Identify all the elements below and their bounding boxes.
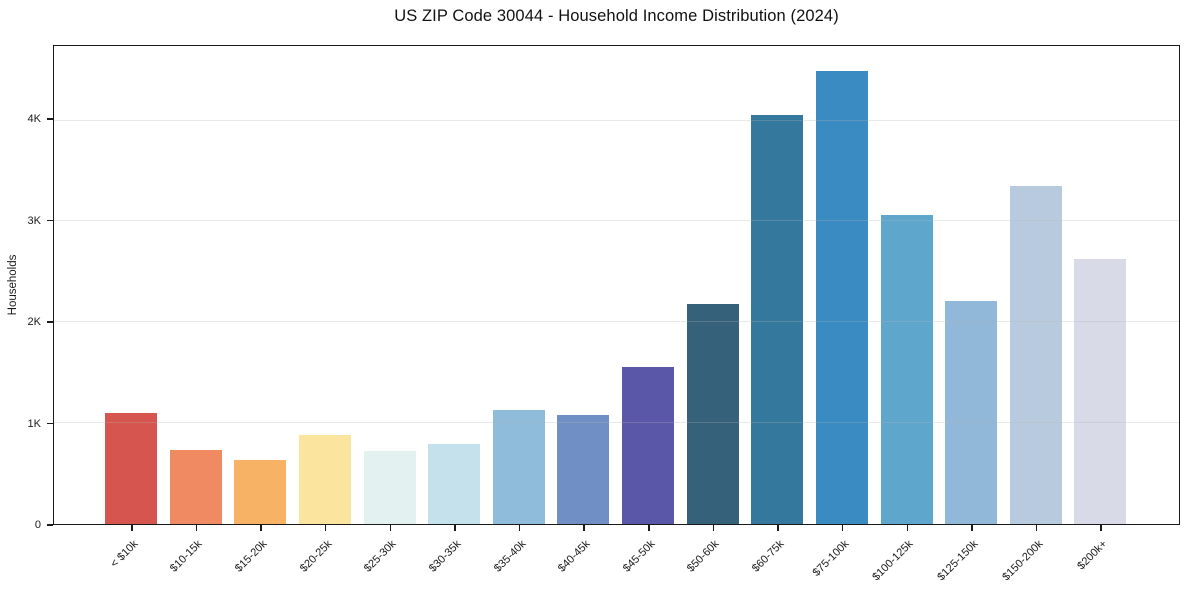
x-tick-label: $50-60k <box>685 538 722 575</box>
x-tick-label: $200k+ <box>1075 538 1110 573</box>
x-tick-label: $25-30k <box>362 538 399 575</box>
x-tick-label: $40-45k <box>556 538 593 575</box>
bar-$150-200k <box>1009 185 1062 524</box>
bar-$100-125k <box>880 215 933 524</box>
bar-< $10k <box>105 413 157 524</box>
y-tick-mark <box>47 118 53 120</box>
y-tick-mark <box>47 422 53 425</box>
x-tick-label: $35-40k <box>491 538 529 575</box>
x-tick-mark <box>712 525 715 531</box>
x-tick-mark <box>1100 525 1102 531</box>
x-tick-mark <box>195 525 198 531</box>
y-tick-mark <box>47 219 53 222</box>
y-tick-label: 4K <box>27 113 41 126</box>
x-tick-label: $60-75k <box>749 538 787 575</box>
x-tick-label: $20-25k <box>297 538 335 575</box>
bar-$15-20k <box>234 460 287 524</box>
bar-$35-40k <box>492 410 545 524</box>
x-tick-mark <box>389 525 392 531</box>
x-tick-label: $15-20k <box>232 538 270 575</box>
x-tick-label: $30-35k <box>426 538 464 575</box>
y-tick-label: 1K <box>27 417 41 430</box>
y-axis: 0 1K 2K 3K 4K <box>0 45 53 531</box>
x-tick-label: $10-15k <box>168 538 205 575</box>
bar-$50-60k <box>686 303 739 524</box>
x-tick-mark <box>841 525 844 531</box>
x-tick-mark <box>583 525 585 531</box>
x-axis: < $10k $10-15k $15-20k $20-25k $25-30k $30-35… <box>53 525 1180 590</box>
x-tick-label: $100-125k <box>870 538 916 584</box>
bar-$125-150k <box>945 301 998 524</box>
chart-title: US ZIP Code 30044 - Household Income Dis… <box>394 7 839 25</box>
bar-$45-50k <box>622 366 674 524</box>
x-tick-label: $75-100k <box>810 538 852 579</box>
x-tick-mark <box>971 525 973 531</box>
gridline <box>54 421 1179 423</box>
bar-$25-30k <box>363 450 416 524</box>
plot-area <box>53 45 1180 525</box>
x-tick-mark <box>906 525 909 531</box>
x-tick-label: $45-50k <box>620 538 658 575</box>
bar-$10-15k <box>169 450 222 524</box>
x-tick-label: < $10k <box>108 538 141 571</box>
bar-$20-25k <box>298 434 351 524</box>
x-tick-mark <box>648 525 650 531</box>
y-tick-label: 0 <box>34 519 41 531</box>
y-tick-mark <box>47 524 53 526</box>
bar-$40-45k <box>557 415 610 524</box>
x-tick-label: $150-200k <box>999 538 1046 584</box>
bar-$30-35k <box>428 443 481 524</box>
gridline <box>54 119 1179 121</box>
bar-$200k+ <box>1074 259 1127 524</box>
x-tick-mark <box>260 525 262 531</box>
y-tick-mark <box>47 321 53 323</box>
x-tick-mark <box>1035 525 1038 531</box>
x-tick-mark <box>518 525 521 531</box>
x-tick-label: $125-150k <box>935 538 981 584</box>
gridline <box>54 220 1179 222</box>
bar-$60-75k <box>751 115 804 524</box>
x-tick-mark <box>324 525 327 531</box>
x-tick-mark <box>454 525 456 531</box>
x-tick-mark <box>777 525 779 531</box>
y-tick-label: 2K <box>27 316 41 329</box>
y-tick-label: 3K <box>27 214 41 227</box>
bar-$75-100k <box>815 70 868 524</box>
x-tick-mark <box>131 525 133 531</box>
gridline <box>54 320 1179 323</box>
